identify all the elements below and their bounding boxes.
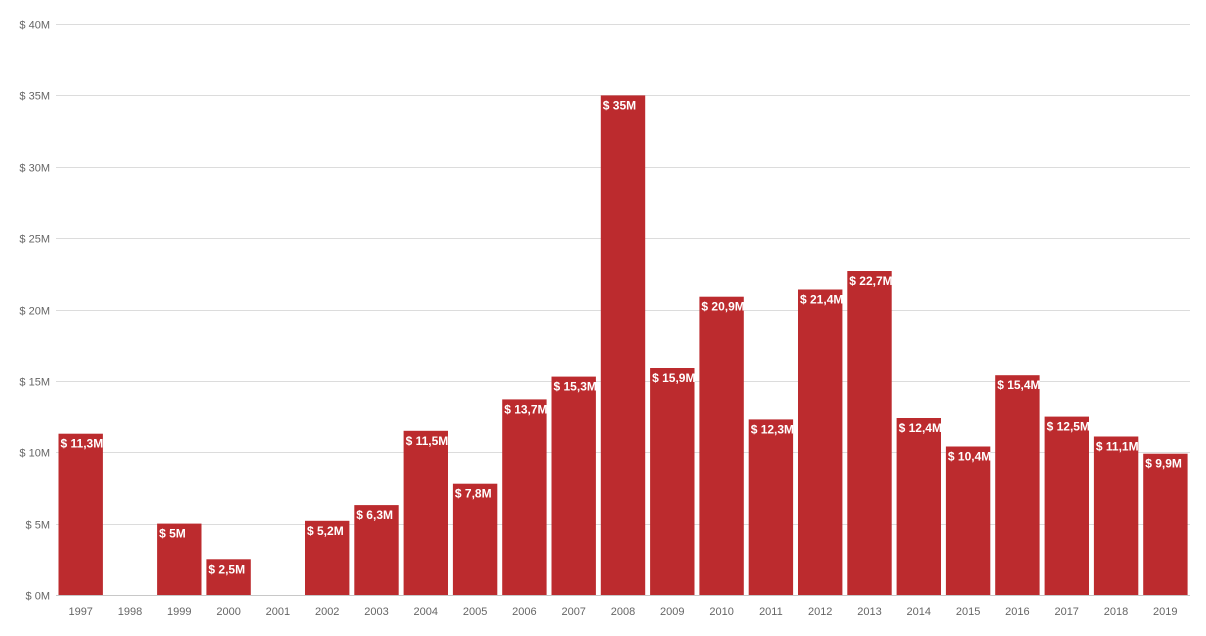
bars [58, 95, 1188, 596]
data-label-2008: $ 35M [603, 98, 636, 112]
bar-2013[interactable] [847, 271, 892, 595]
bar-2008[interactable] [600, 95, 646, 596]
bar-2012[interactable] [798, 289, 843, 596]
bar-2006[interactable] [502, 399, 547, 595]
x-tick-label-2016: 2016 [1005, 606, 1029, 618]
x-tick-label-2013: 2013 [857, 606, 881, 618]
bar-2007[interactable] [551, 376, 596, 595]
x-tick-label-2018: 2018 [1104, 606, 1128, 618]
bar-1997[interactable] [58, 433, 103, 595]
data-label-1999: $ 5M [159, 527, 186, 541]
data-label-2003: $ 6,3M [356, 508, 393, 522]
data-label-2007: $ 15,3M [554, 380, 597, 394]
data-label-2012: $ 21,4M [800, 293, 843, 307]
x-tick-label-2015: 2015 [956, 606, 980, 618]
y-tick-label: $ 25M [19, 234, 50, 246]
x-axis: 1997 1998 1999 2000 2001 2002 2003 2004 2005 2006… [68, 606, 1177, 618]
y-tick-label: $ 35M [19, 91, 50, 103]
data-label-2019: $ 9,9M [1145, 457, 1182, 471]
data-label-1997: $ 11,3M [61, 437, 104, 451]
data-label-2016: $ 15,4M [997, 378, 1040, 392]
x-tick-label-1997: 1997 [68, 606, 92, 618]
data-labels: $ 11,3M $ 5M $ 2,5M $ 5,2M $ 6,3M $ 11,5M $ 7,… [61, 98, 1182, 576]
bar-2004[interactable] [403, 430, 448, 595]
x-tick-label-2019: 2019 [1153, 606, 1177, 618]
bar-1999[interactable] [157, 523, 202, 595]
data-label-2004: $ 11,5M [406, 434, 449, 448]
data-label-2002: $ 5,2M [307, 524, 344, 538]
bar-2016[interactable] [995, 375, 1040, 595]
x-tick-label-2010: 2010 [709, 606, 733, 618]
y-tick-label: $ 5M [26, 520, 50, 532]
x-tick-label-2007: 2007 [561, 606, 585, 618]
bar-2014[interactable] [896, 418, 941, 595]
data-label-2009: $ 15,9M [652, 371, 695, 385]
data-label-2013: $ 22,7M [849, 274, 892, 288]
data-label-2015: $ 10,4M [948, 450, 991, 464]
y-tick-label: $ 20M [19, 306, 50, 318]
data-label-2014: $ 12,4M [899, 421, 942, 435]
data-label-2000: $ 2,5M [208, 562, 245, 576]
x-tick-label-2001: 2001 [266, 606, 290, 618]
x-tick-label-1998: 1998 [118, 606, 142, 618]
x-tick-label-2006: 2006 [512, 606, 536, 618]
bar-2000[interactable] [206, 559, 251, 595]
x-tick-label-2017: 2017 [1054, 606, 1078, 618]
x-tick-label-2008: 2008 [611, 606, 635, 618]
bar-2002[interactable] [305, 520, 350, 595]
x-tick-label-2004: 2004 [414, 606, 438, 618]
x-tick-label-2009: 2009 [660, 606, 684, 618]
bar-2005[interactable] [452, 483, 498, 595]
bar-2009[interactable] [650, 368, 695, 595]
y-tick-label: $ 0M [26, 591, 50, 603]
data-label-2006: $ 13,7M [504, 402, 547, 416]
data-label-2011: $ 12,3M [751, 422, 794, 436]
x-tick-label-2012: 2012 [808, 606, 832, 618]
bar-2019[interactable] [1143, 453, 1188, 595]
y-tick-label: $ 30M [19, 163, 50, 175]
data-label-2018: $ 11,1M [1096, 440, 1139, 454]
bar-2018[interactable] [1093, 436, 1139, 596]
y-tick-label: $ 15M [19, 377, 50, 389]
x-tick-label-2014: 2014 [907, 606, 931, 618]
bar-2003[interactable] [354, 505, 399, 595]
y-tick-label: $ 10M [19, 448, 50, 460]
x-tick-label-2002: 2002 [315, 606, 339, 618]
data-label-2005: $ 7,8M [455, 487, 492, 501]
x-tick-label-2000: 2000 [216, 606, 240, 618]
bar-2015[interactable] [945, 446, 991, 596]
y-tick-label: $ 40M [19, 20, 50, 32]
x-tick-label-2003: 2003 [364, 606, 388, 618]
x-tick-label-2011: 2011 [759, 606, 783, 618]
bar-2010[interactable] [699, 296, 744, 595]
bar-2017[interactable] [1044, 416, 1089, 595]
data-label-2010: $ 20,9M [701, 300, 744, 314]
x-tick-label-2005: 2005 [463, 606, 487, 618]
data-label-2017: $ 12,5M [1047, 420, 1090, 434]
bar-2011[interactable] [748, 419, 794, 595]
x-tick-label-1999: 1999 [167, 606, 191, 618]
